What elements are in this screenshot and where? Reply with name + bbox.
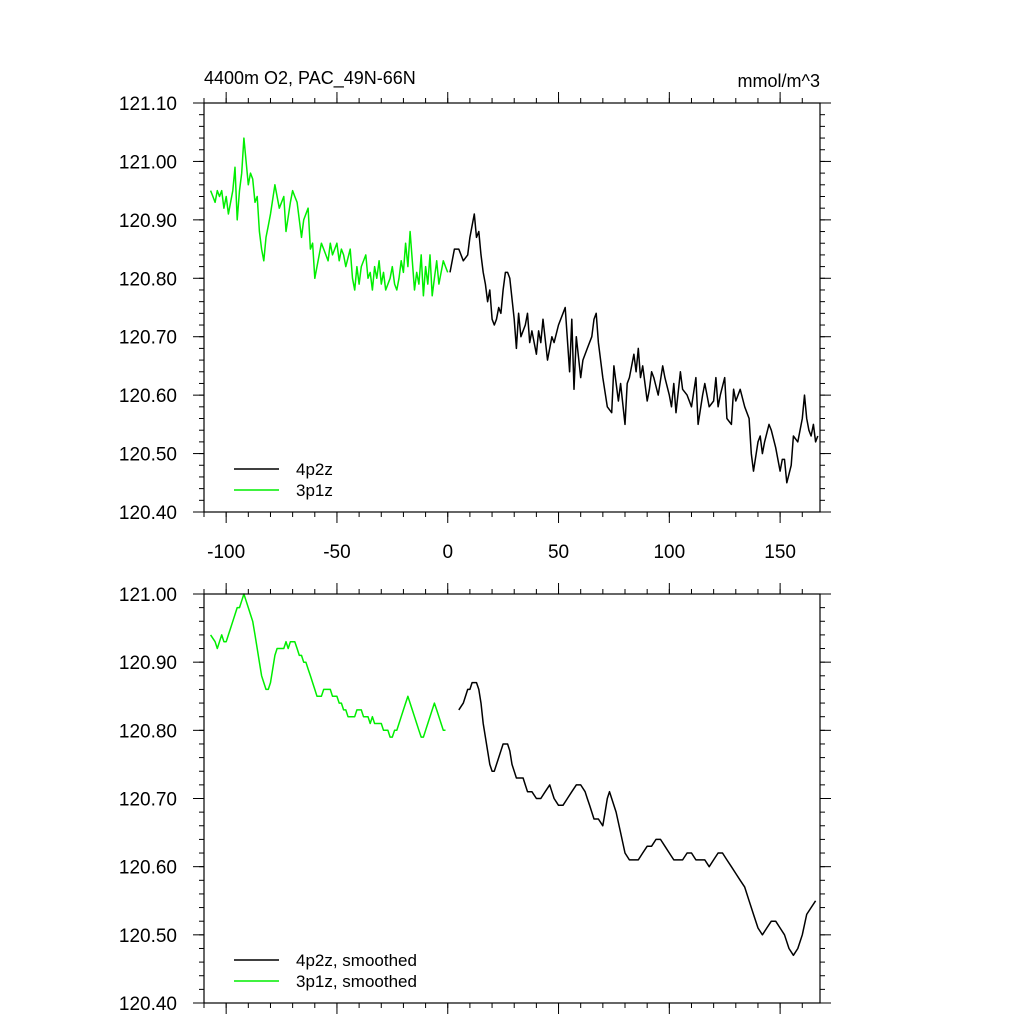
y-tick-label: 120.60 [119,858,177,879]
top-chart-frame [203,102,821,513]
y-tick-label: 121.00 [119,152,177,173]
bottom-series-3p1z-smoothed [209,593,446,738]
y-tick-label: 121.10 [119,94,177,115]
y-tick-label: 120.80 [119,721,177,742]
legend-label-4p2z-smoothed: 4p2z, smoothed [296,951,417,970]
top-series-3p1z [209,137,449,297]
top-chart-ticks: 120.40 120.50 120.60 120.70 120.80 120.90 121.… [119,92,831,563]
y-tick-label: 120.70 [119,790,177,811]
x-tick-label: 0 [442,542,453,563]
top-chart-units: mmol/m^3 [738,71,820,91]
top-series-4p2z [449,213,819,484]
y-tick-label: 120.50 [119,926,177,947]
bottom-chart-frame [203,593,821,1004]
x-tick-label: 50 [548,542,569,563]
top-chart-legend: 4p2z 3p1z [234,460,333,500]
y-tick-label: 120.80 [119,269,177,290]
y-tick-label: 120.40 [119,994,177,1015]
x-tick-label: -50 [323,542,350,563]
top-chart-series [209,137,819,484]
legend-label-3p1z-smoothed: 3p1z, smoothed [296,972,417,991]
top-chart-panel: 4400m O2, PAC_49N-66N mmol/m^3 120.40120… [119,68,831,563]
bottom-series-4p2z-smoothed [458,681,817,957]
legend-label-3p1z: 3p1z [296,481,333,500]
legend-label-4p2z: 4p2z [296,460,333,479]
top-chart-title: 4400m O2, PAC_49N-66N [204,68,416,89]
y-tick-label: 120.50 [119,445,177,466]
y-tick-label: 120.90 [119,653,177,674]
y-tick-label: 121.00 [119,585,177,606]
x-tick-label: 100 [653,542,685,563]
y-tick-label: 120.90 [119,211,177,232]
bottom-chart-panel: 120.40 120.50 120.60 120.70 120.80 120.90 121.… [119,583,831,1015]
x-tick-label: -100 [207,542,245,563]
y-tick-label: 120.40 [119,503,177,524]
y-tick-label: 120.60 [119,386,177,407]
y-tick-label: 120.70 [119,328,177,349]
x-tick-label: 150 [764,542,796,563]
bottom-chart-ticks: 120.40 120.50 120.60 120.70 120.80 120.90 121.… [119,583,831,1015]
bottom-chart-legend: 4p2z, smoothed 3p1z, smoothed [234,951,417,991]
bottom-chart-series [209,593,817,957]
